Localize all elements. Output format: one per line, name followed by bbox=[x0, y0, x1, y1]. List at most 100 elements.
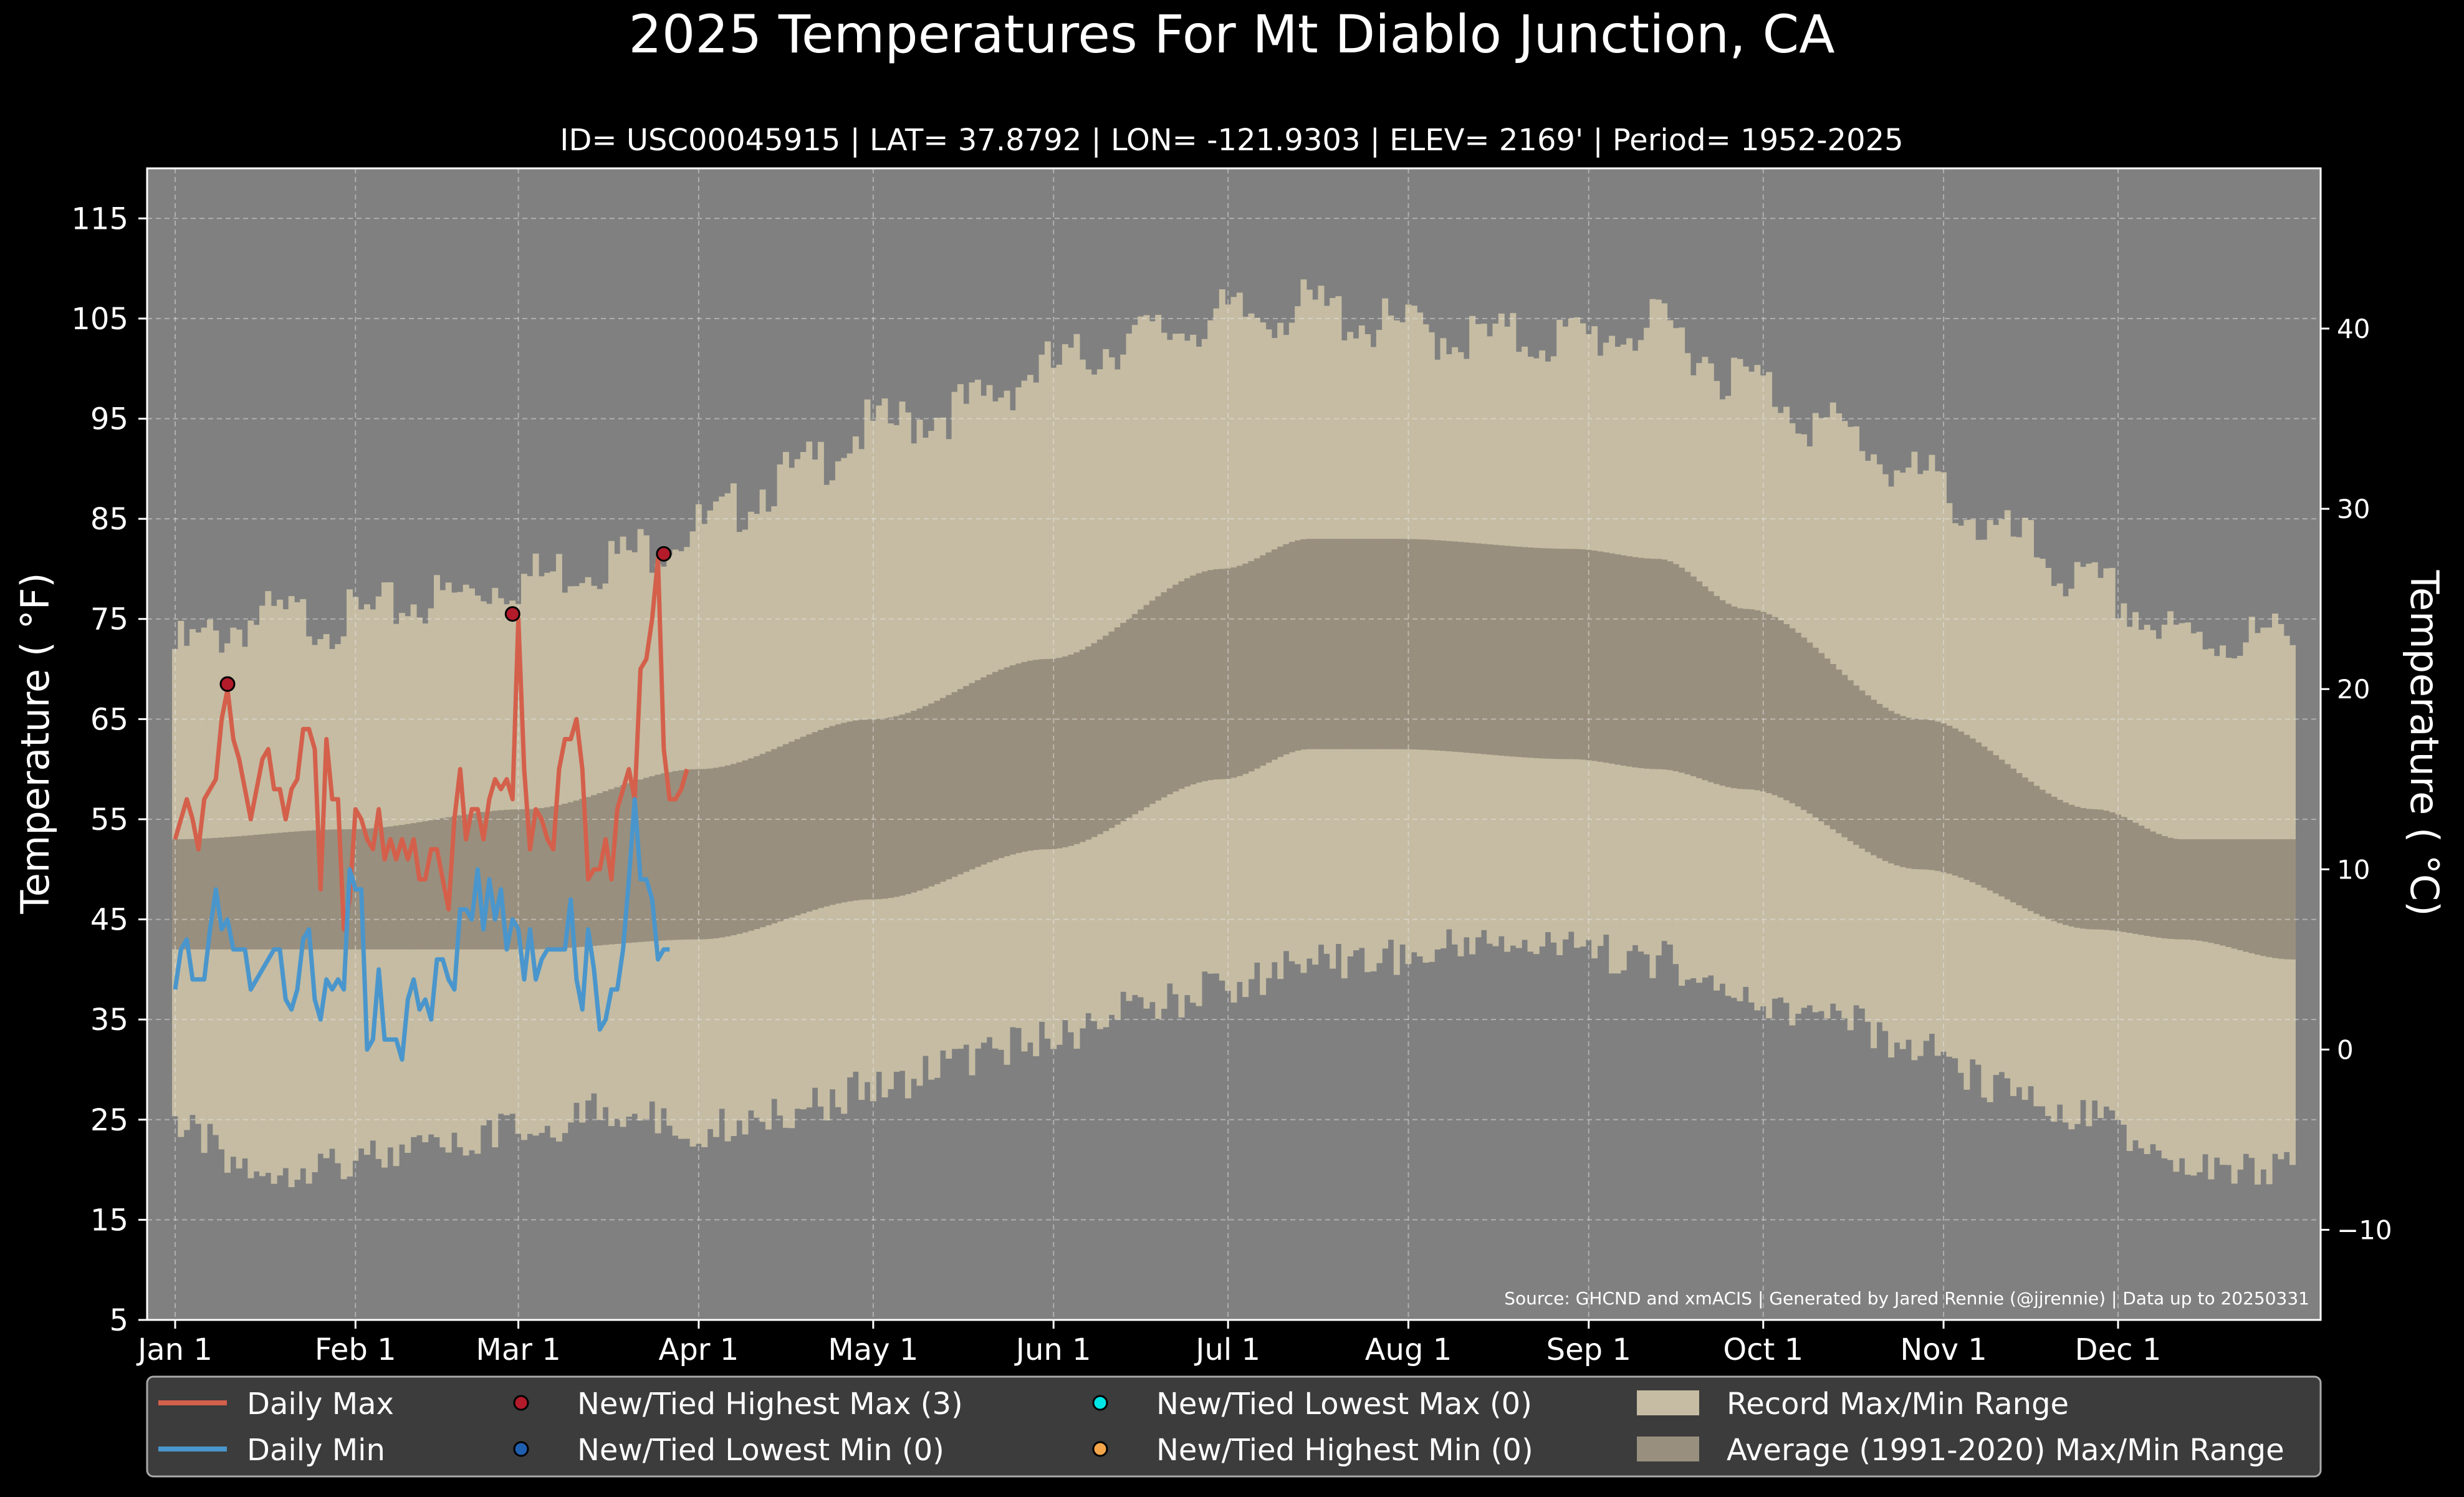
average-range-bar bbox=[253, 834, 260, 950]
average-range-bar bbox=[172, 839, 178, 950]
average-range-bar bbox=[1172, 584, 1179, 792]
y-tick-label-left: 85 bbox=[90, 502, 128, 537]
average-range-bar bbox=[1318, 539, 1325, 749]
average-range-bar bbox=[969, 683, 976, 870]
average-range-bar bbox=[457, 815, 464, 950]
average-range-bar bbox=[992, 671, 999, 860]
x-tick-label: Dec 1 bbox=[2075, 1332, 2162, 1367]
y-tick-label-right: 20 bbox=[2337, 674, 2370, 705]
average-range-bar bbox=[497, 810, 504, 950]
average-range-bar bbox=[236, 836, 242, 950]
average-range-bar bbox=[271, 833, 277, 950]
average-range-bar bbox=[294, 831, 300, 950]
legend-box bbox=[146, 1375, 2322, 1478]
average-range-bar bbox=[1580, 549, 1586, 760]
average-range-bar bbox=[1958, 731, 1965, 878]
average-range-bar bbox=[218, 837, 225, 950]
average-range-bar bbox=[2033, 786, 2040, 914]
average-range-bar bbox=[980, 677, 987, 865]
average-range-bar bbox=[189, 839, 196, 950]
average-range-bar bbox=[846, 721, 853, 902]
average-range-bar bbox=[2266, 839, 2273, 958]
average-range-bar bbox=[1585, 549, 1592, 761]
average-range-bar bbox=[1702, 586, 1709, 781]
average-range-bar bbox=[812, 732, 818, 910]
average-range-bar bbox=[195, 839, 202, 950]
average-range-bar bbox=[2255, 839, 2261, 955]
average-range-bar bbox=[1382, 539, 1389, 749]
average-range-bar bbox=[1812, 647, 1819, 818]
y-tick-label-right: 40 bbox=[2337, 314, 2370, 344]
average-range-bar bbox=[2231, 839, 2238, 949]
average-range-bar bbox=[1836, 669, 1843, 834]
average-range-bar bbox=[1196, 573, 1202, 783]
plot-frame bbox=[146, 167, 2322, 1321]
average-range-bar bbox=[1987, 751, 1993, 891]
average-range-bar bbox=[1038, 659, 1045, 850]
average-range-bar bbox=[305, 830, 312, 950]
average-range-bar bbox=[2225, 839, 2232, 947]
average-range-bar bbox=[904, 713, 911, 895]
average-range-bar bbox=[1463, 542, 1470, 753]
average-range-bar bbox=[1963, 734, 1970, 880]
average-range-bar bbox=[1027, 660, 1033, 851]
average-range-bar bbox=[428, 820, 434, 950]
average-range-bar bbox=[922, 706, 929, 889]
average-range-bar bbox=[2248, 839, 2255, 953]
average-range-bar bbox=[1288, 542, 1295, 753]
average-range-bar bbox=[1376, 539, 1383, 749]
average-range-bar bbox=[1545, 548, 1551, 759]
legend-swatch-dot bbox=[513, 1395, 529, 1411]
x-tick-label: Feb 1 bbox=[315, 1332, 396, 1367]
average-range-bar bbox=[1475, 543, 1482, 754]
average-range-bar bbox=[1126, 618, 1133, 818]
average-range-bar bbox=[1917, 719, 1924, 870]
average-range-bar bbox=[230, 836, 237, 950]
average-range-bar bbox=[1370, 539, 1377, 749]
x-tick-label: Oct 1 bbox=[1723, 1332, 1803, 1367]
y-tick-label-left: 75 bbox=[90, 602, 128, 637]
average-range-bar bbox=[410, 823, 417, 950]
average-range-bar bbox=[224, 837, 231, 950]
average-range-bar bbox=[393, 826, 400, 950]
y-tick-label-right: −10 bbox=[2337, 1215, 2392, 1245]
average-range-bar bbox=[2063, 802, 2069, 925]
average-range-bar bbox=[1946, 726, 1953, 874]
average-range-bar bbox=[946, 695, 952, 880]
source-annotation: Source: GHCND and xmACIS | Generated by … bbox=[1504, 1288, 2309, 1309]
average-range-bar bbox=[1248, 561, 1255, 772]
average-range-bar bbox=[1190, 575, 1197, 785]
record-high-max-marker bbox=[656, 546, 672, 562]
average-range-bar bbox=[2155, 834, 2162, 938]
average-range-bar bbox=[1452, 541, 1459, 752]
average-range-bar bbox=[503, 809, 510, 950]
average-range-bar bbox=[265, 834, 272, 950]
x-tick-label: May 1 bbox=[828, 1332, 918, 1367]
average-range-bar bbox=[887, 717, 894, 898]
average-range-bar bbox=[1330, 539, 1336, 749]
x-tick-label: Jul 1 bbox=[1194, 1332, 1260, 1367]
average-range-bar bbox=[1777, 620, 1784, 798]
average-range-bar bbox=[335, 829, 342, 950]
average-range-bar bbox=[678, 770, 684, 940]
average-range-bar bbox=[1079, 649, 1086, 842]
average-range-bar bbox=[1801, 637, 1808, 811]
average-range-bar bbox=[852, 720, 859, 901]
average-range-bar bbox=[1859, 690, 1866, 849]
average-range-bar bbox=[2272, 839, 2278, 958]
average-range-bar bbox=[806, 734, 813, 912]
average-range-bar bbox=[2150, 831, 2156, 937]
average-range-bar bbox=[1073, 652, 1080, 844]
average-range-bar bbox=[1760, 612, 1767, 792]
average-range-bar bbox=[1225, 568, 1232, 779]
average-range-bar bbox=[544, 807, 551, 949]
average-range-bar bbox=[1353, 539, 1359, 749]
average-range-bar bbox=[1260, 555, 1267, 766]
average-range-bar bbox=[1469, 542, 1476, 753]
average-range-bar bbox=[1358, 539, 1365, 749]
chart-subtitle: ID= USC00045915 | LAT= 37.8792 | LON= -1… bbox=[560, 123, 1903, 158]
average-range-bar bbox=[2103, 811, 2110, 930]
average-range-bar bbox=[2237, 839, 2243, 951]
average-range-bar bbox=[2185, 839, 2191, 940]
legend-label: Daily Min bbox=[247, 1433, 385, 1468]
